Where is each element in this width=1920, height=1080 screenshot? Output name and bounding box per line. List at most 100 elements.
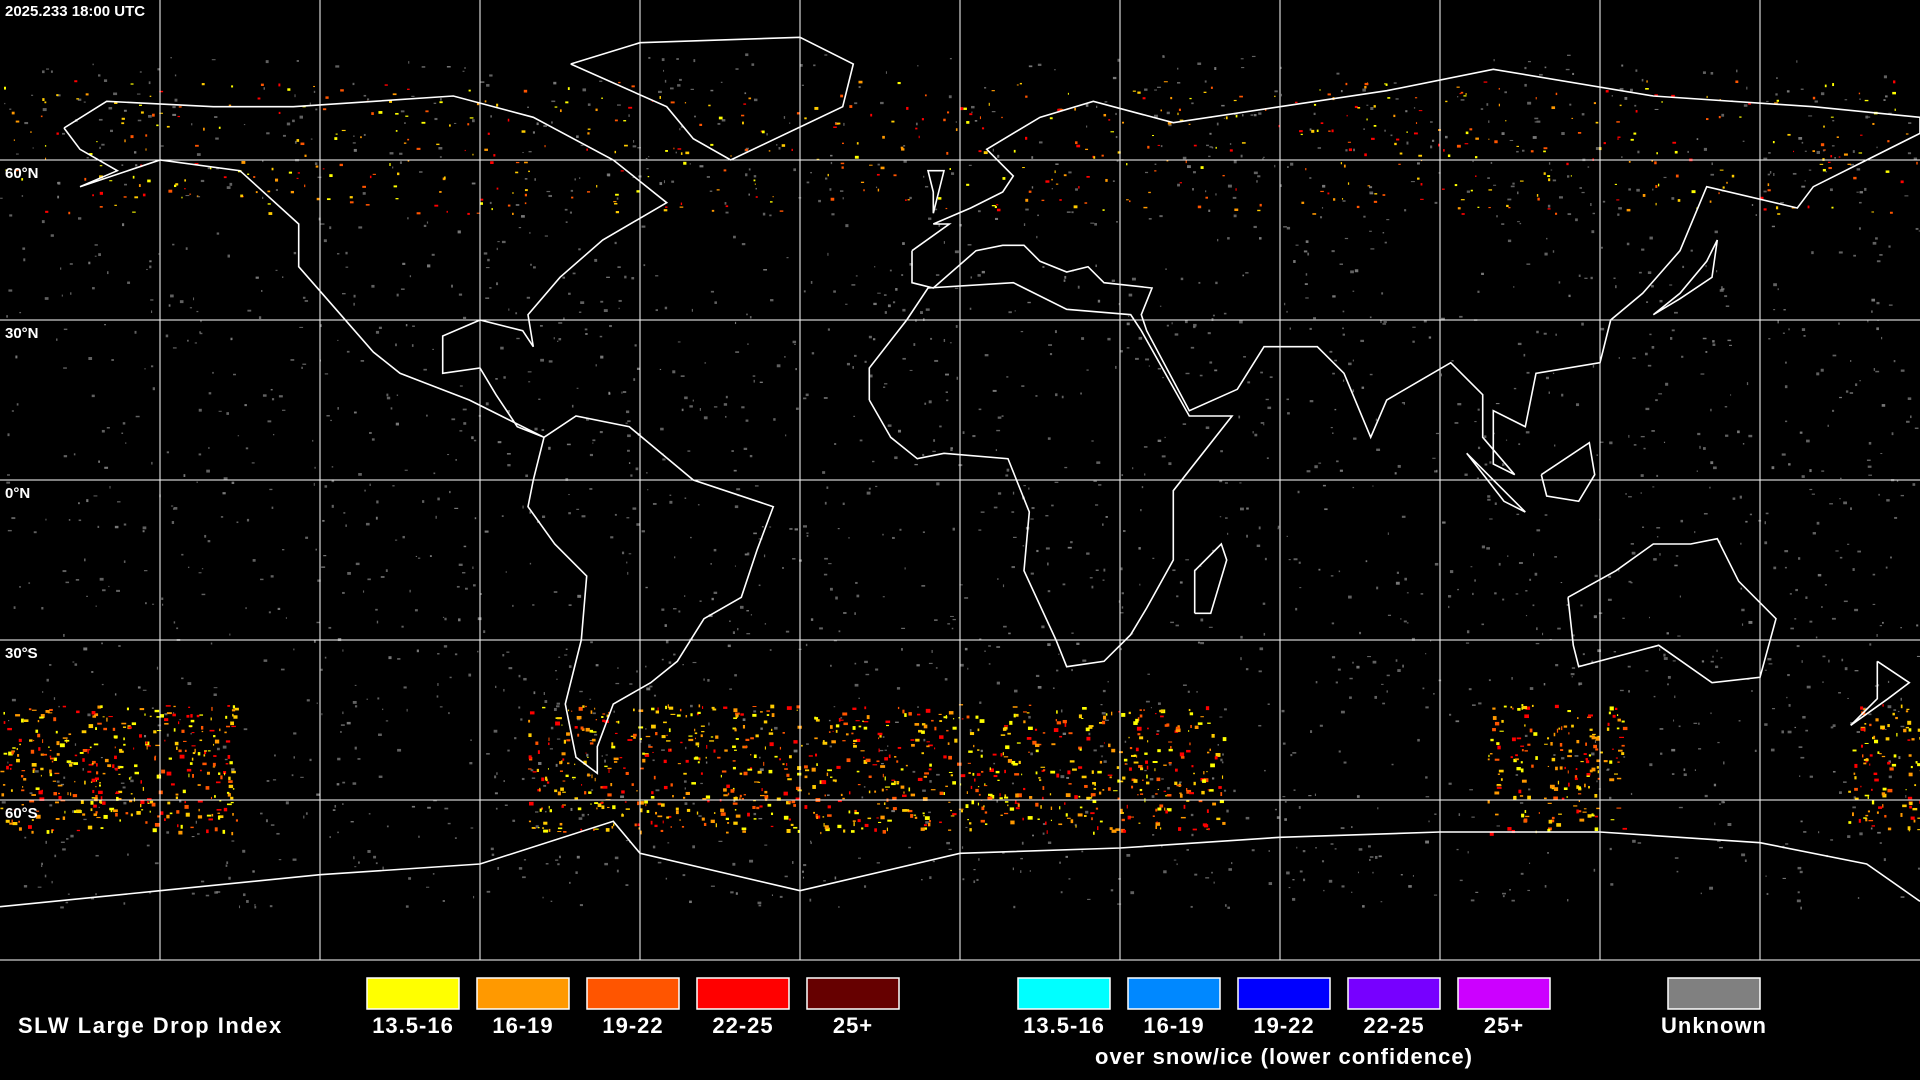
cloud-pixel <box>1481 272 1484 276</box>
cloud-pixel <box>1505 439 1508 441</box>
cloud-pixel <box>543 829 549 833</box>
cloud-pixel <box>1417 738 1420 742</box>
cloud-pixel <box>507 749 510 752</box>
cloud-pixel <box>646 687 651 691</box>
cloud-pixel <box>214 891 218 894</box>
cloud-pixel <box>1533 732 1538 736</box>
cloud-pixel <box>1233 214 1237 218</box>
cloud-pixel <box>734 505 739 509</box>
cloud-pixel <box>1099 820 1103 823</box>
cloud-pixel <box>1720 286 1723 288</box>
cloud-pixel <box>873 302 877 306</box>
cloud-pixel <box>321 566 326 568</box>
cloud-pixel <box>726 784 730 788</box>
cloud-pixel <box>1499 730 1504 732</box>
cloud-pixel <box>0 770 5 773</box>
cloud-pixel <box>1914 427 1919 430</box>
cloud-pixel <box>1233 99 1237 102</box>
cloud-pixel <box>1551 106 1556 110</box>
cloud-pixel <box>1166 723 1170 727</box>
cloud-pixel <box>191 757 194 761</box>
cloud-pixel <box>1093 156 1096 159</box>
cloud-pixel <box>610 536 614 539</box>
cloud-pixel <box>145 148 147 151</box>
cloud-pixel <box>1223 117 1225 119</box>
cloud-pixel <box>1188 708 1191 712</box>
cloud-pixel <box>1025 95 1028 98</box>
cloud-pixel <box>1532 136 1537 139</box>
cloud-pixel <box>1511 677 1513 680</box>
cloud-pixel <box>864 360 867 363</box>
cloud-pixel <box>1906 420 1910 423</box>
cloud-pixel <box>121 122 125 125</box>
cloud-pixel <box>540 358 545 362</box>
cloud-pixel <box>1256 544 1261 548</box>
cloud-pixel <box>102 589 106 592</box>
cloud-pixel <box>1655 399 1658 402</box>
cloud-pixel <box>1433 894 1438 896</box>
cloud-pixel <box>1524 83 1527 87</box>
cloud-pixel <box>293 251 297 255</box>
cloud-pixel <box>317 176 322 179</box>
cloud-pixel <box>296 139 300 142</box>
cloud-pixel <box>206 814 212 817</box>
cloud-pixel <box>202 762 207 766</box>
cloud-pixel <box>825 177 828 180</box>
cloud-pixel <box>158 773 161 777</box>
cloud-pixel <box>1166 159 1169 162</box>
cloud-pixel <box>1361 386 1365 389</box>
cloud-pixel <box>1838 692 1841 694</box>
cloud-pixel <box>181 677 184 680</box>
cloud-pixel <box>150 299 154 301</box>
cloud-pixel <box>1225 517 1228 519</box>
cloud-pixel <box>1119 612 1124 614</box>
cloud-pixel <box>612 823 615 827</box>
cloud-pixel <box>697 761 700 764</box>
cloud-pixel <box>950 615 954 617</box>
cloud-pixel <box>884 786 890 788</box>
cloud-pixel <box>1157 144 1161 146</box>
cloud-pixel <box>521 130 526 133</box>
cloud-pixel <box>1727 339 1732 342</box>
cloud-pixel <box>1443 149 1445 152</box>
cloud-pixel <box>1193 144 1197 147</box>
cloud-pixel <box>216 747 220 751</box>
cloud-pixel <box>207 167 212 170</box>
cloud-pixel <box>1001 116 1003 119</box>
cloud-pixel <box>1574 777 1578 781</box>
cloud-pixel <box>1139 736 1144 740</box>
cloud-pixel <box>1007 759 1013 763</box>
cloud-pixel <box>934 747 936 750</box>
cloud-pixel <box>535 741 539 745</box>
cloud-pixel <box>1193 781 1196 786</box>
cloud-pixel <box>1683 768 1686 771</box>
cloud-pixel <box>1615 757 1618 759</box>
cloud-pixel <box>615 211 620 214</box>
cloud-pixel <box>1883 858 1886 862</box>
cloud-pixel <box>827 328 830 331</box>
cloud-pixel <box>189 762 193 765</box>
cloud-pixel <box>1057 108 1061 112</box>
cloud-pixel <box>943 338 946 342</box>
cloud-pixel <box>1871 310 1873 313</box>
cloud-pixel <box>1331 129 1334 133</box>
cloud-pixel <box>1900 812 1903 817</box>
cloud-pixel <box>21 804 24 806</box>
cloud-pixel <box>1547 175 1551 178</box>
cloud-pixel <box>473 439 477 442</box>
cloud-pixel <box>625 771 629 775</box>
cloud-pixel <box>507 118 510 122</box>
cloud-pixel <box>845 303 848 305</box>
cloud-pixel <box>663 69 665 72</box>
cloud-pixel <box>1495 403 1500 405</box>
cloud-pixel <box>1829 188 1833 192</box>
cloud-pixel <box>1571 676 1573 678</box>
cloud-pixel <box>1786 90 1790 93</box>
cloud-pixel <box>1871 800 1875 805</box>
cloud-pixel <box>16 758 20 763</box>
cloud-pixel <box>880 101 884 105</box>
cloud-pixel <box>1193 772 1195 775</box>
cloud-pixel <box>840 719 844 721</box>
cloud-pixel <box>399 152 403 155</box>
cloud-pixel <box>278 859 282 861</box>
